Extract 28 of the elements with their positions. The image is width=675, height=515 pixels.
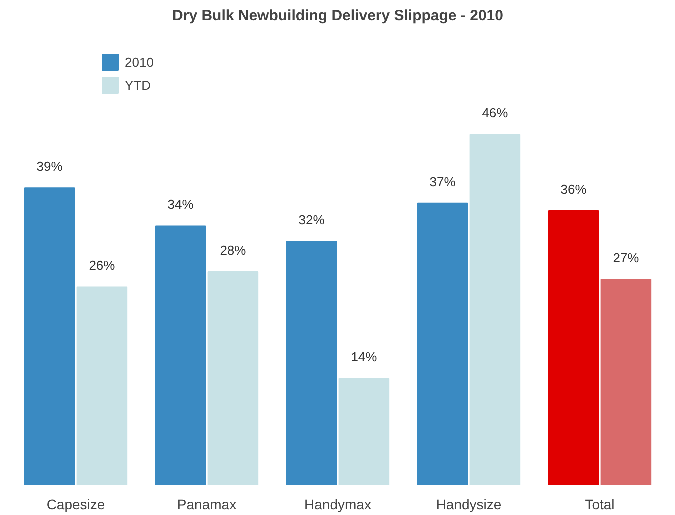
bar bbox=[76, 286, 128, 486]
bar bbox=[548, 210, 600, 486]
bar bbox=[470, 134, 521, 486]
data-label: 37% bbox=[430, 174, 456, 190]
bar bbox=[600, 279, 652, 486]
data-label: 27% bbox=[613, 250, 640, 266]
bar bbox=[155, 226, 206, 486]
bar bbox=[24, 188, 76, 486]
data-label: 46% bbox=[482, 106, 509, 121]
data-label: 36% bbox=[560, 182, 588, 197]
data-label: 34% bbox=[168, 197, 194, 212]
bar bbox=[417, 202, 468, 486]
data-label: 14% bbox=[351, 350, 378, 365]
x-tick-label: Capesize bbox=[46, 496, 106, 512]
data-label: 28% bbox=[220, 242, 247, 258]
x-tick-label: Handysize bbox=[436, 496, 502, 512]
legend-label: 2010 bbox=[125, 54, 154, 70]
data-label: 26% bbox=[89, 258, 116, 274]
x-tick-label: Total bbox=[585, 496, 615, 512]
chart-title: Dry Bulk Newbuilding Delivery Slippage - 2010 bbox=[172, 8, 504, 24]
legend-label: YTD bbox=[125, 78, 151, 92]
data-label: 32% bbox=[298, 212, 326, 228]
data-label: 39% bbox=[36, 159, 64, 174]
x-tick-label: Panamax bbox=[177, 496, 237, 512]
bar bbox=[338, 378, 390, 486]
bar bbox=[286, 240, 338, 486]
bar bbox=[208, 271, 259, 486]
x-tick-label: Handymax bbox=[304, 496, 372, 512]
